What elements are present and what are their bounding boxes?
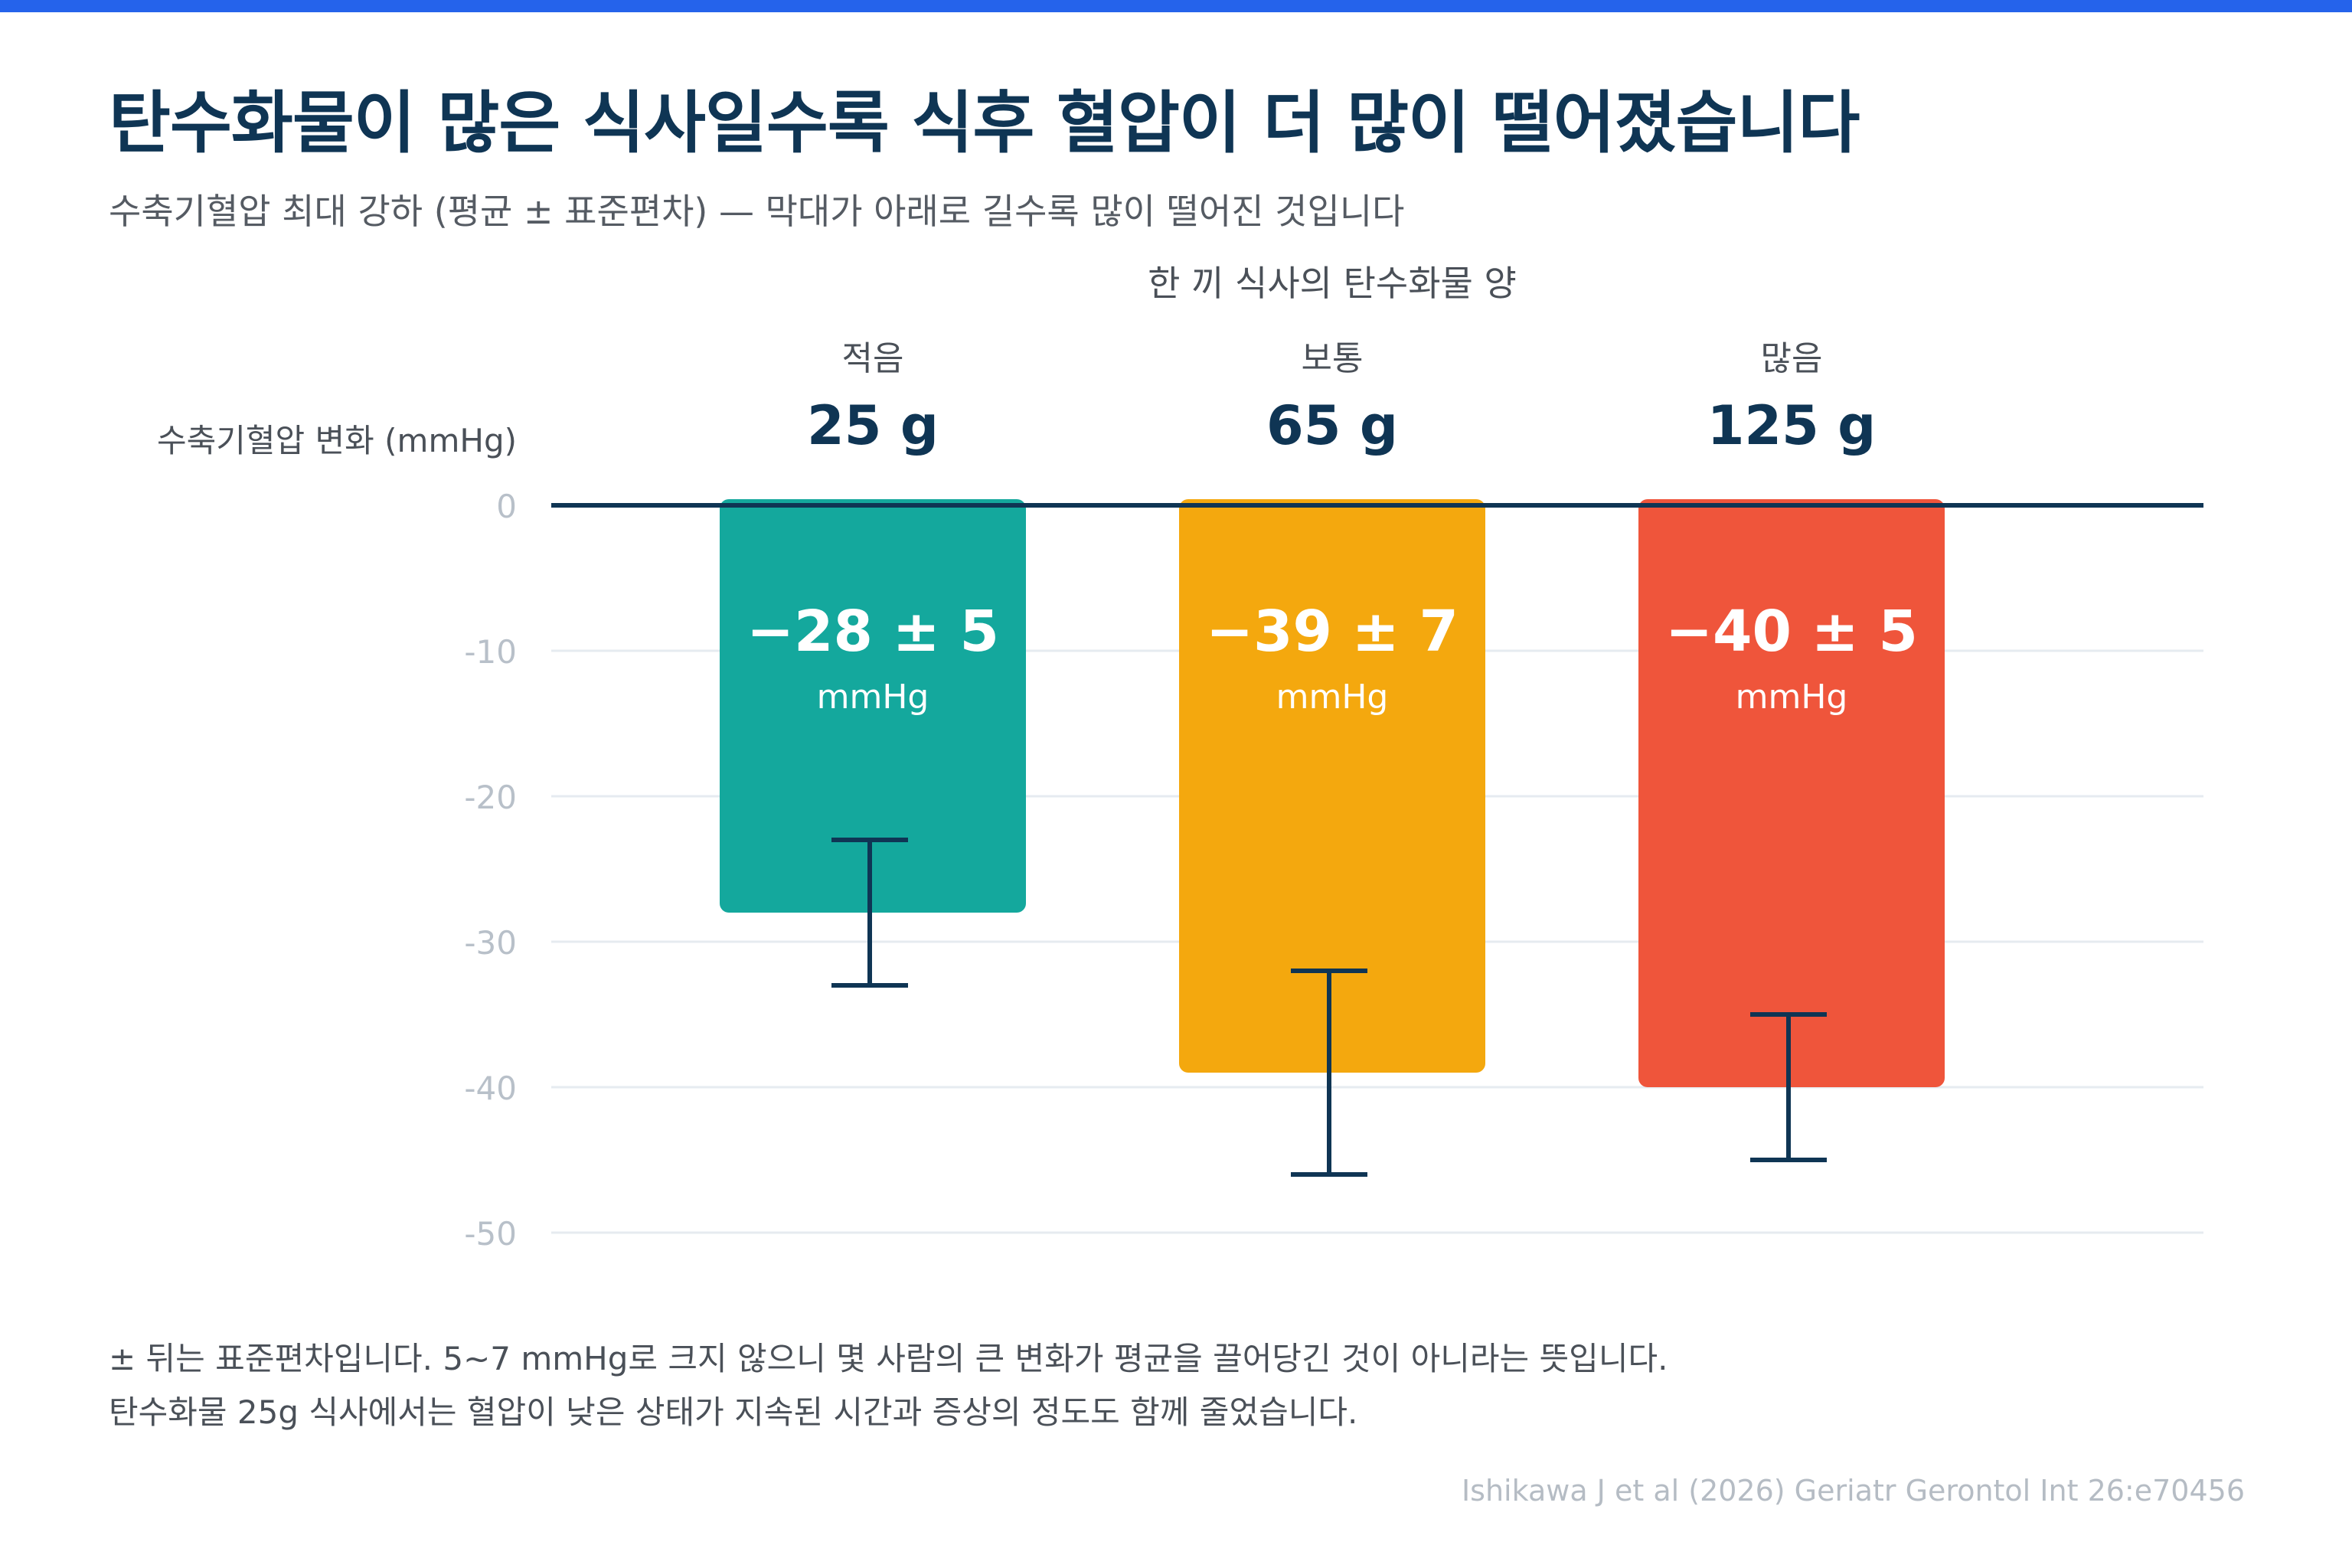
bar bbox=[1179, 499, 1485, 1073]
y-tick-label: -40 bbox=[464, 1070, 517, 1107]
bar-value-label: −39 ± 7 bbox=[1206, 599, 1459, 665]
category-level-label: 적음 bbox=[842, 339, 904, 378]
category-amount-label: 125 g bbox=[1707, 394, 1877, 457]
y-tick-label: -10 bbox=[464, 633, 517, 671]
top-accent-bar bbox=[0, 0, 2352, 12]
top-axis-title: 한 끼 식사의 탄수화물 양 bbox=[1148, 263, 1517, 304]
category-level-label: 많음 bbox=[1761, 339, 1823, 378]
y-tick-label: -20 bbox=[464, 779, 517, 816]
bar-value-label: −40 ± 5 bbox=[1665, 599, 1918, 665]
bar-unit-label: mmHg bbox=[817, 678, 929, 717]
y-tick-label: 0 bbox=[496, 488, 517, 525]
bar-chart: 0 -10 -20 -30 -40 -50 수축기혈압 변화 (mmHg) 한 끼 식사의 탄… bbox=[157, 263, 2203, 1253]
y-axis-label: 수축기혈압 변화 (mmHg) bbox=[157, 422, 517, 459]
bar bbox=[1638, 499, 1945, 1087]
bar-unit-label: mmHg bbox=[1276, 678, 1389, 717]
bar bbox=[720, 499, 1026, 913]
bar-unit-label: mmHg bbox=[1736, 678, 1848, 717]
footnote-line-2: 탄수화물 25g 식사에서는 혈압이 낮은 상태가 지속된 시간과 증상의 정도… bbox=[109, 1393, 1358, 1431]
y-tick-label: -50 bbox=[464, 1215, 517, 1253]
source-citation: Ishikawa J et al (2026) Geriatr Gerontol… bbox=[1461, 1474, 2245, 1508]
chart-title: 탄수화물이 많은 식사일수록 식후 혈압이 더 많이 떨어졌습니다 bbox=[109, 83, 1860, 162]
footnote-line-1: ± 뒤는 표준편차입니다. 5~7 mmHg로 크지 않으니 몇 사람의 큰 변… bbox=[109, 1340, 1668, 1377]
category-level-label: 보통 bbox=[1302, 339, 1364, 378]
bar-value-label: −28 ± 5 bbox=[746, 599, 999, 665]
chart-subtitle: 수축기혈압 최대 강하 (평균 ± 표준편차) — 막대가 아래로 길수록 많이… bbox=[109, 191, 1405, 232]
category-amount-label: 25 g bbox=[807, 394, 939, 457]
footnote: ± 뒤는 표준편차입니다. 5~7 mmHg로 크지 않으니 몇 사람의 큰 변… bbox=[109, 1332, 1668, 1439]
category-amount-label: 65 g bbox=[1266, 394, 1398, 457]
y-tick-label: -30 bbox=[464, 924, 517, 962]
